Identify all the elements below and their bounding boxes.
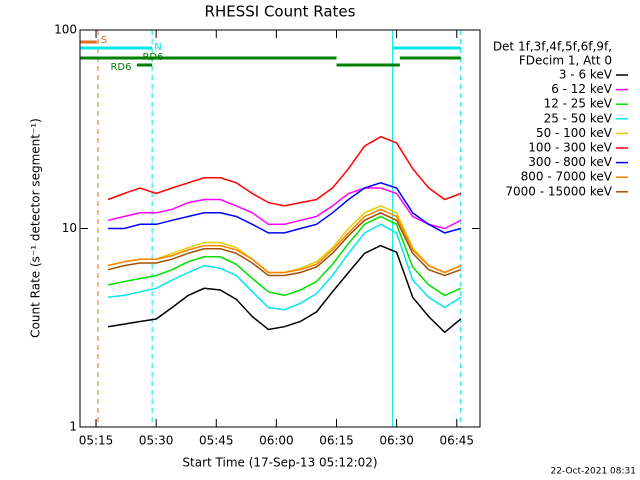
y-axis-label: Count Rate (s⁻¹ detector segment⁻¹) bbox=[29, 118, 43, 338]
footer: 22-Oct-2021 08:31 bbox=[551, 467, 636, 477]
x-tick-label: 06:30 bbox=[379, 434, 414, 448]
series-line bbox=[108, 223, 462, 311]
legend-label: 25 - 50 keV bbox=[544, 111, 613, 125]
legend-label: 6 - 12 keV bbox=[551, 82, 613, 96]
plot-frame bbox=[79, 29, 481, 428]
y-tick-label: 10 bbox=[62, 221, 77, 235]
legend-label: 100 - 300 keV bbox=[528, 141, 612, 155]
legend-label: 300 - 800 keV bbox=[528, 155, 612, 169]
flag-label: RD6 bbox=[110, 62, 131, 73]
series-line bbox=[107, 135, 462, 207]
series-line bbox=[107, 187, 462, 230]
chart-title: RHESSI Count Rates bbox=[205, 3, 356, 21]
flag-label: S bbox=[101, 35, 107, 46]
legend-label: 12 - 25 keV bbox=[544, 97, 613, 111]
x-tick-label: 06:45 bbox=[439, 434, 474, 448]
legend-header: FDecim 1, Att 0 bbox=[519, 54, 612, 68]
x-tick-label: 05:15 bbox=[79, 434, 114, 448]
legend-label: 800 - 7000 keV bbox=[521, 170, 613, 184]
series-line bbox=[107, 208, 462, 274]
x-tick-label: 06:00 bbox=[259, 434, 294, 448]
flag-label: N bbox=[154, 42, 161, 53]
x-axis-label: Start Time (17-Sep-13 05:12:02) bbox=[182, 456, 377, 470]
series-line bbox=[107, 215, 462, 297]
legend-header: Det 1f,3f,4f,5f,6f,9f, bbox=[493, 40, 612, 54]
y-tick-label: 100 bbox=[54, 23, 77, 37]
legend-label: 7000 - 15000 keV bbox=[505, 184, 612, 198]
series-line bbox=[107, 211, 462, 277]
y-tick-label: 1 bbox=[69, 420, 77, 434]
flag-label: RD6 bbox=[142, 52, 163, 63]
legend-label: 3 - 6 keV bbox=[559, 68, 613, 82]
series-line bbox=[108, 182, 461, 234]
x-tick-label: 06:15 bbox=[319, 434, 354, 448]
x-tick-label: 05:30 bbox=[139, 434, 174, 448]
series-line bbox=[107, 244, 462, 334]
x-tick-label: 05:45 bbox=[199, 434, 234, 448]
legend-label: 50 - 100 keV bbox=[536, 126, 613, 140]
